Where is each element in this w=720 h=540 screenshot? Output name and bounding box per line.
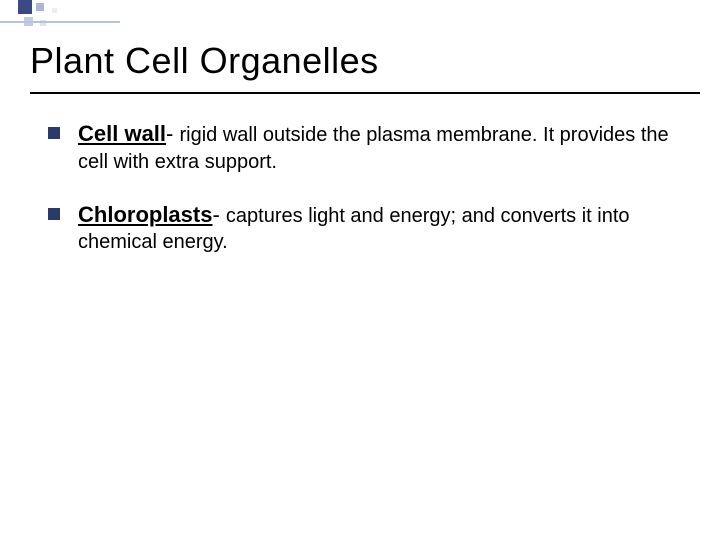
bullet-item: Cell wall- rigid wall outside the plasma… xyxy=(48,120,692,175)
bullet-text: Chloroplasts- captures light and energy;… xyxy=(78,201,692,256)
bullet-text: Cell wall- rigid wall outside the plasma… xyxy=(78,120,692,175)
corner-decoration xyxy=(0,0,120,40)
slide: Plant Cell Organelles Cell wall- rigid w… xyxy=(0,0,720,540)
dash: - xyxy=(166,121,179,146)
body-content: Cell wall- rigid wall outside the plasma… xyxy=(48,120,692,281)
bullet-item: Chloroplasts- captures light and energy;… xyxy=(48,201,692,256)
bullet-square-icon xyxy=(48,208,60,220)
slide-title: Plant Cell Organelles xyxy=(30,40,690,82)
dash: - xyxy=(212,202,225,227)
term: Cell wall xyxy=(78,121,166,146)
bullet-square-icon xyxy=(48,127,60,139)
term: Chloroplasts xyxy=(78,202,212,227)
title-underline xyxy=(30,92,700,94)
title-container: Plant Cell Organelles xyxy=(30,40,690,82)
